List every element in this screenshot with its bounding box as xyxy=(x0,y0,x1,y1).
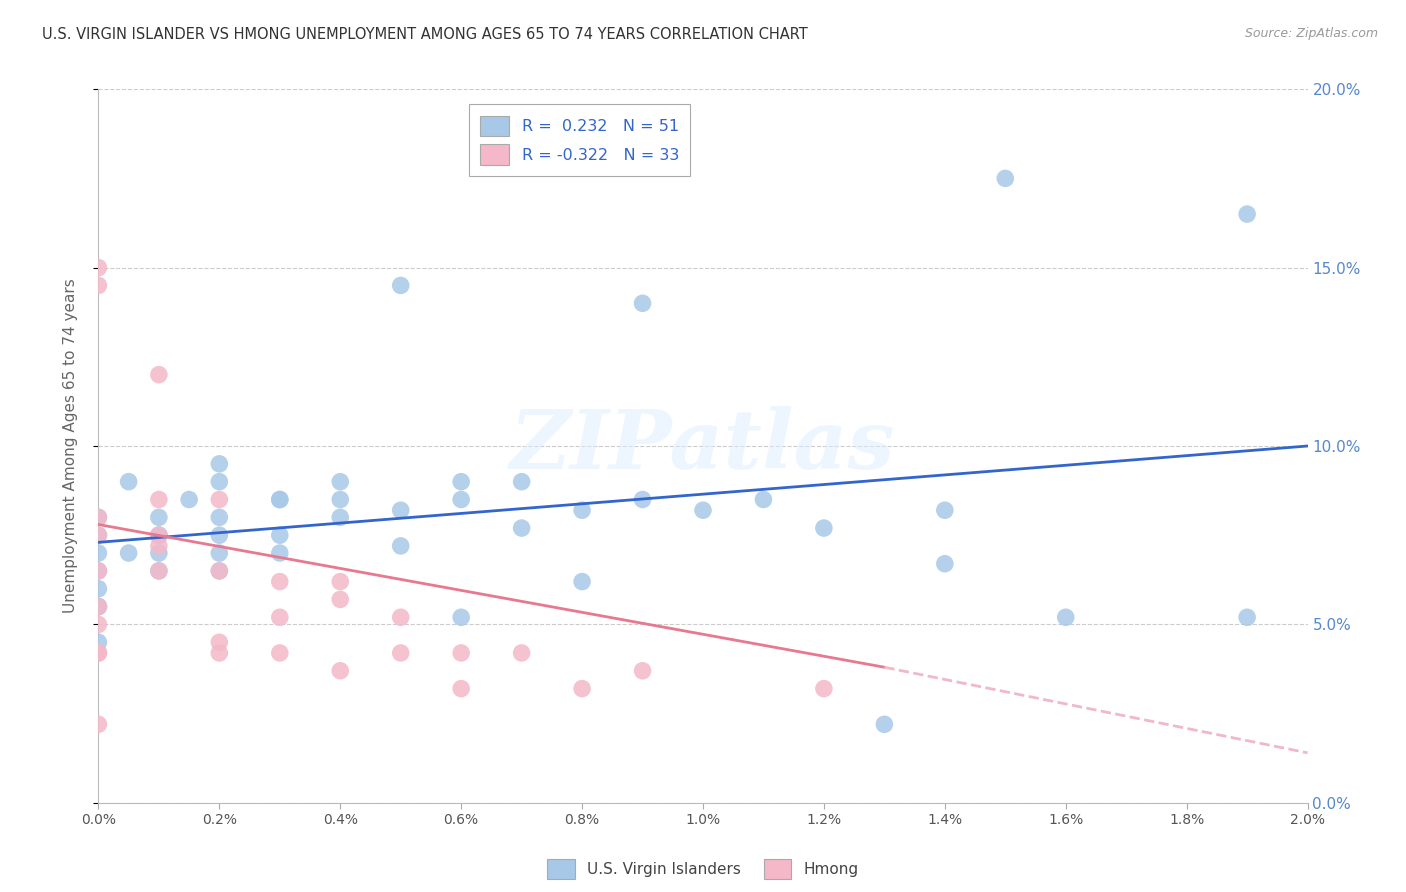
Point xyxy=(87,646,110,660)
Point xyxy=(148,528,170,542)
Point xyxy=(813,681,835,696)
Text: U.S. VIRGIN ISLANDER VS HMONG UNEMPLOYMENT AMONG AGES 65 TO 74 YEARS CORRELATION: U.S. VIRGIN ISLANDER VS HMONG UNEMPLOYME… xyxy=(42,27,808,42)
Point xyxy=(269,492,291,507)
Point xyxy=(752,492,775,507)
Point xyxy=(329,592,352,607)
Point xyxy=(87,646,110,660)
Point xyxy=(148,528,170,542)
Point xyxy=(148,528,170,542)
Point xyxy=(148,564,170,578)
Point xyxy=(208,546,231,560)
Point xyxy=(269,610,291,624)
Point xyxy=(329,510,352,524)
Point xyxy=(87,564,110,578)
Point xyxy=(87,717,110,731)
Point xyxy=(87,599,110,614)
Point xyxy=(87,599,110,614)
Point xyxy=(389,278,412,293)
Point xyxy=(208,646,231,660)
Point xyxy=(87,564,110,578)
Point xyxy=(329,492,352,507)
Point xyxy=(269,528,291,542)
Point xyxy=(208,457,231,471)
Point xyxy=(389,503,412,517)
Point xyxy=(269,646,291,660)
Y-axis label: Unemployment Among Ages 65 to 74 years: Unemployment Among Ages 65 to 74 years xyxy=(63,278,77,614)
Point xyxy=(208,564,231,578)
Point xyxy=(148,564,170,578)
Point xyxy=(179,492,201,507)
Point xyxy=(269,574,291,589)
Point xyxy=(450,646,472,660)
Point xyxy=(87,510,110,524)
Point xyxy=(329,664,352,678)
Point xyxy=(389,610,412,624)
Point xyxy=(148,492,170,507)
Point xyxy=(631,296,654,310)
Point xyxy=(329,475,352,489)
Point xyxy=(87,635,110,649)
Point xyxy=(510,521,533,535)
Point xyxy=(208,528,231,542)
Point xyxy=(389,539,412,553)
Point xyxy=(934,557,956,571)
Point xyxy=(148,368,170,382)
Text: Source: ZipAtlas.com: Source: ZipAtlas.com xyxy=(1244,27,1378,40)
Point xyxy=(1054,610,1077,624)
Point xyxy=(994,171,1017,186)
Point xyxy=(1236,207,1258,221)
Point xyxy=(208,635,231,649)
Point xyxy=(873,717,896,731)
Point xyxy=(1236,610,1258,624)
Point xyxy=(450,610,472,624)
Text: ZIPatlas: ZIPatlas xyxy=(510,406,896,486)
Point xyxy=(934,503,956,517)
Point xyxy=(631,492,654,507)
Point xyxy=(148,546,170,560)
Point xyxy=(269,546,291,560)
Point xyxy=(571,681,593,696)
Point xyxy=(389,646,412,660)
Point xyxy=(87,582,110,596)
Point xyxy=(813,521,835,535)
Point xyxy=(450,475,472,489)
Point xyxy=(208,510,231,524)
Point xyxy=(329,574,352,589)
Point xyxy=(208,564,231,578)
Point xyxy=(571,574,593,589)
Point xyxy=(450,492,472,507)
Point xyxy=(87,617,110,632)
Point xyxy=(571,503,593,517)
Point xyxy=(208,492,231,507)
Point xyxy=(87,528,110,542)
Point xyxy=(118,475,141,489)
Point xyxy=(148,539,170,553)
Point xyxy=(87,260,110,275)
Legend: U.S. Virgin Islanders, Hmong: U.S. Virgin Islanders, Hmong xyxy=(538,850,868,888)
Point xyxy=(510,646,533,660)
Point xyxy=(148,510,170,524)
Point xyxy=(692,503,714,517)
Point xyxy=(87,599,110,614)
Point xyxy=(87,278,110,293)
Point xyxy=(450,681,472,696)
Point xyxy=(510,475,533,489)
Point xyxy=(87,546,110,560)
Point xyxy=(87,510,110,524)
Point xyxy=(631,664,654,678)
Point xyxy=(269,492,291,507)
Point xyxy=(118,546,141,560)
Point xyxy=(208,475,231,489)
Point xyxy=(87,528,110,542)
